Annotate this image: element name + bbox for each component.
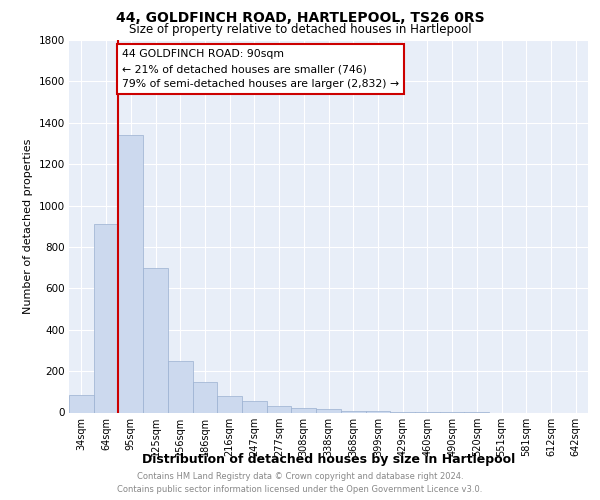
Y-axis label: Number of detached properties: Number of detached properties: [23, 138, 33, 314]
Bar: [292, 408, 316, 412]
Bar: [242, 401, 267, 412]
Bar: [341, 411, 365, 412]
Text: Contains HM Land Registry data © Crown copyright and database right 2024.
Contai: Contains HM Land Registry data © Crown c…: [118, 472, 482, 494]
Text: Distribution of detached houses by size in Hartlepool: Distribution of detached houses by size …: [142, 452, 515, 466]
Bar: [193, 382, 217, 412]
Bar: [217, 396, 242, 412]
Bar: [316, 410, 341, 412]
Bar: [143, 268, 168, 412]
Bar: [267, 406, 292, 412]
Bar: [69, 395, 94, 412]
Text: 44, GOLDFINCH ROAD, HARTLEPOOL, TS26 0RS: 44, GOLDFINCH ROAD, HARTLEPOOL, TS26 0RS: [116, 11, 484, 25]
Bar: [118, 135, 143, 412]
Bar: [94, 224, 118, 412]
Text: 44 GOLDFINCH ROAD: 90sqm
← 21% of detached houses are smaller (746)
79% of semi-: 44 GOLDFINCH ROAD: 90sqm ← 21% of detach…: [122, 50, 399, 89]
Bar: [168, 361, 193, 412]
Text: Size of property relative to detached houses in Hartlepool: Size of property relative to detached ho…: [128, 22, 472, 36]
